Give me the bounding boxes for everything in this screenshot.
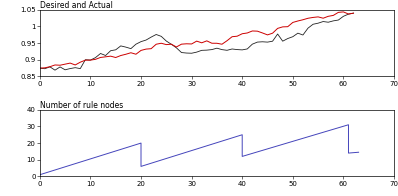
- Text: Number of rule nodes: Number of rule nodes: [40, 101, 123, 110]
- Text: Desired and Actual: Desired and Actual: [40, 1, 113, 10]
